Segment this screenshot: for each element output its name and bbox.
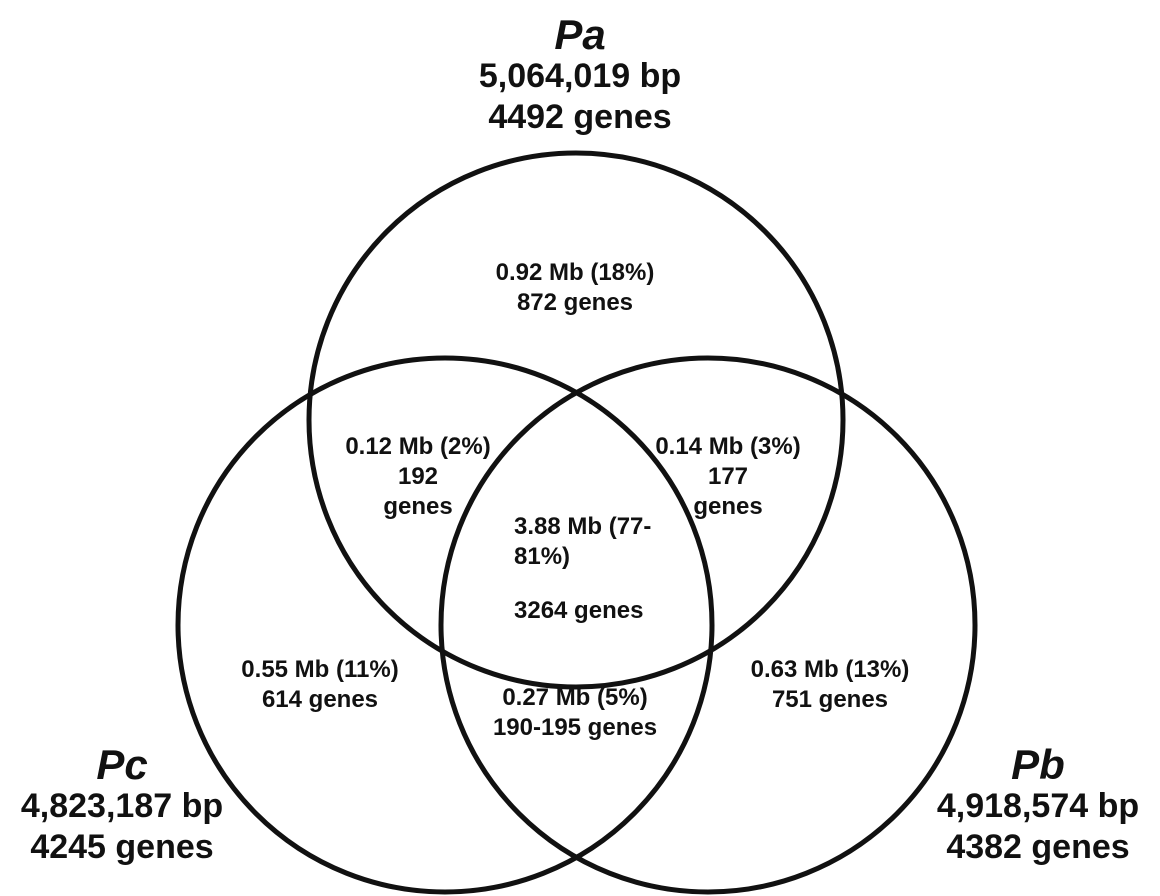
region-pa-only: 0.92 Mb (18%) 872 genes <box>430 258 720 318</box>
region-pa-pc-size: 0.12 Mb (2%) <box>345 433 491 460</box>
region-pc-only-genes: 614 genes <box>261 686 379 713</box>
set-name-pb: Pb <box>1011 741 1065 788</box>
region-pa-pb: 0.14 Mb (3%) 177 genes <box>628 432 828 522</box>
region-core-genes: 3264 genes <box>514 597 644 624</box>
set-name-pc: Pc <box>96 741 148 788</box>
region-pb-pc-size: 0.27 Mb (5%) <box>502 684 648 711</box>
region-pb-pc-genes: 190-195 genes <box>492 714 658 741</box>
region-pa-pb-size: 0.14 Mb (3%) <box>655 433 801 460</box>
region-pa-only-genes: 872 genes <box>516 289 634 316</box>
region-pa-only-size: 0.92 Mb (18%) <box>495 259 655 286</box>
set-label-pb: Pb 4,918,574 bp 4382 genes <box>920 744 1156 868</box>
region-pc-only: 0.55 Mb (11%) 614 genes <box>190 655 450 715</box>
region-core-percent: 81%) <box>514 543 571 570</box>
region-core-size: 3.88 Mb (77- <box>514 513 652 540</box>
circle-pa <box>306 150 846 690</box>
region-pa-pc-count: 192 <box>397 463 439 490</box>
region-pb-only: 0.63 Mb (13%) 751 genes <box>700 655 960 715</box>
set-size-pc: 4,823,187 bp <box>20 787 224 825</box>
region-pb-only-size: 0.63 Mb (13%) <box>750 656 910 683</box>
region-pb-pc: 0.27 Mb (5%) 190-195 genes <box>460 683 690 743</box>
region-pa-pb-count: 177 <box>707 463 749 490</box>
set-size-pa: 5,064,019 bp <box>478 57 682 95</box>
set-label-pa: Pa 5,064,019 bp 4492 genes <box>420 14 740 138</box>
region-pa-pc: 0.12 Mb (2%) 192 genes <box>318 432 518 522</box>
region-pa-pc-genes: genes <box>383 493 453 520</box>
set-label-pc: Pc 4,823,187 bp 4245 genes <box>4 744 240 868</box>
region-core: 3.88 Mb (77- 81%) 3264 genes <box>514 512 694 626</box>
set-genes-pc: 4245 genes <box>30 827 214 866</box>
region-pb-only-genes: 751 genes <box>771 686 889 713</box>
set-genes-pa: 4492 genes <box>488 97 672 136</box>
region-pa-pb-genes: genes <box>693 493 763 520</box>
set-size-pb: 4,918,574 bp <box>936 787 1140 825</box>
circle-pc <box>175 355 715 895</box>
set-genes-pb: 4382 genes <box>946 827 1130 866</box>
circle-pb <box>438 355 978 895</box>
region-pc-only-size: 0.55 Mb (11%) <box>241 656 399 683</box>
set-name-pa: Pa <box>554 11 606 58</box>
